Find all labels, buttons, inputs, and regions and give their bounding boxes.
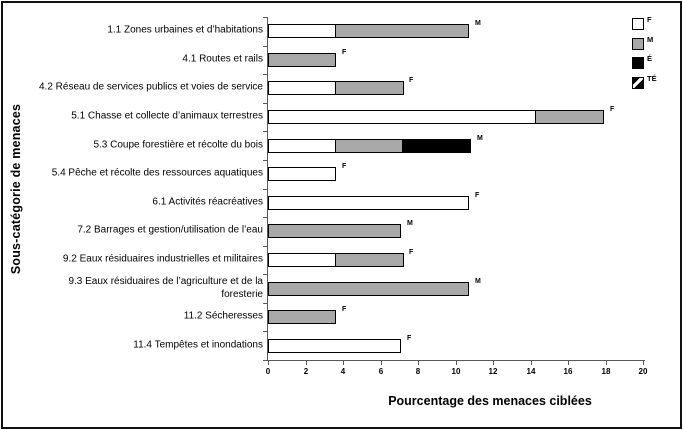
x-tick xyxy=(568,361,569,365)
bar-end-label: M xyxy=(477,135,483,142)
legend-label-TÉ: TÉ xyxy=(647,74,657,83)
bar-segment-F xyxy=(268,139,336,153)
bar-end-label: F xyxy=(342,306,347,313)
bar-segment-M xyxy=(335,139,404,153)
x-tick-label: 14 xyxy=(526,367,536,376)
bar-end-label: M xyxy=(407,220,413,227)
category-label: 6.1 Activités réacréatives xyxy=(152,196,263,208)
x-tick xyxy=(643,361,644,365)
x-tick xyxy=(306,361,307,365)
y-tick xyxy=(263,74,267,75)
x-tick xyxy=(531,361,532,365)
bar-end-label: F xyxy=(475,192,480,199)
bar-segment-M xyxy=(268,310,336,324)
x-tick xyxy=(493,361,494,365)
category-label: 9.3 Eaux résiduaires de l’agriculture et… xyxy=(68,276,263,300)
x-tick-label: 6 xyxy=(378,367,384,376)
category-label: 4.1 Routes et rails xyxy=(182,53,263,65)
category-label: 5.4 Pêche et récolte des ressources aqua… xyxy=(51,167,263,179)
category-label: 11.2 Sécheresses xyxy=(183,310,263,322)
x-tick-label: 12 xyxy=(488,367,498,376)
bar-end-label: M xyxy=(475,278,481,285)
x-tick-label: 10 xyxy=(451,367,461,376)
category-label: 5.1 Chasse et collecte d’animaux terrest… xyxy=(71,110,263,122)
bar-segment-M xyxy=(335,81,404,95)
bar-segment-M xyxy=(268,224,401,238)
y-tick xyxy=(263,46,267,47)
bar-segment-F xyxy=(268,110,536,124)
x-tick xyxy=(381,361,382,365)
category-label: 11.4 Tempêtes et inondations xyxy=(133,339,263,351)
bar-segment-M xyxy=(268,282,469,296)
x-axis-title: Pourcentage des menaces ciblées xyxy=(388,394,592,408)
category-label: 9.2 Eaux résiduaires industrielles et mi… xyxy=(62,253,263,265)
y-tick xyxy=(263,131,267,132)
legend-label-F: F xyxy=(647,15,652,24)
bar-segment-F xyxy=(268,339,401,353)
legend-swatch-F xyxy=(632,18,644,30)
y-tick xyxy=(263,103,267,104)
y-axis-line xyxy=(267,17,268,361)
legend-label-M: M xyxy=(647,35,654,44)
bar-end-label: F xyxy=(610,106,615,113)
x-tick-label: 4 xyxy=(340,367,346,376)
legend-swatch-TÉ xyxy=(632,77,644,89)
x-tick-label: 2 xyxy=(303,367,309,376)
y-tick xyxy=(263,160,267,161)
x-tick xyxy=(456,361,457,365)
bar-segment-F xyxy=(268,167,336,181)
bar-end-label: M xyxy=(475,20,481,27)
x-tick-label: 8 xyxy=(415,367,421,376)
category-label: 1.1 Zones urbaines et d’habitations xyxy=(107,24,263,36)
x-tick-label: 16 xyxy=(563,367,573,376)
bar-segment-F xyxy=(268,81,336,95)
x-tick-label: 20 xyxy=(638,367,648,376)
y-tick xyxy=(263,17,267,18)
bar-segment-M xyxy=(335,253,404,267)
x-tick xyxy=(606,361,607,365)
x-tick-label: 0 xyxy=(265,367,271,376)
bar-segment-M xyxy=(535,110,604,124)
legend-swatch-M xyxy=(632,38,644,50)
bar-segment-F xyxy=(268,253,336,267)
bar-segment-M xyxy=(335,24,469,38)
bar-end-label: F xyxy=(342,163,347,170)
x-tick-label: 18 xyxy=(601,367,611,376)
bar-end-label: F xyxy=(409,77,414,84)
bar-end-label: F xyxy=(409,249,414,256)
legend-swatch-É xyxy=(632,57,644,69)
y-tick xyxy=(263,303,267,304)
category-label: 4.2 Réseau de services publics et voies … xyxy=(38,81,263,93)
y-tick xyxy=(263,360,267,361)
y-tick xyxy=(263,246,267,247)
bar-segment-F xyxy=(268,196,469,210)
x-tick xyxy=(418,361,419,365)
y-tick xyxy=(263,189,267,190)
category-label: 7.2 Barrages et gestion/utilisation de l… xyxy=(77,224,263,236)
x-tick xyxy=(343,361,344,365)
category-label: 5.3 Coupe forestière et récolte du bois xyxy=(93,139,263,151)
bar-end-label: F xyxy=(407,335,412,342)
bar-segment-É xyxy=(402,139,471,153)
y-tick xyxy=(263,274,267,275)
y-tick xyxy=(263,331,267,332)
legend-label-É: É xyxy=(647,54,653,63)
bar-end-label: F xyxy=(342,49,347,56)
x-axis-line xyxy=(264,360,645,361)
bar-segment-M xyxy=(268,53,336,67)
bar-segment-F xyxy=(268,24,336,38)
x-tick xyxy=(268,361,269,365)
y-tick xyxy=(263,217,267,218)
